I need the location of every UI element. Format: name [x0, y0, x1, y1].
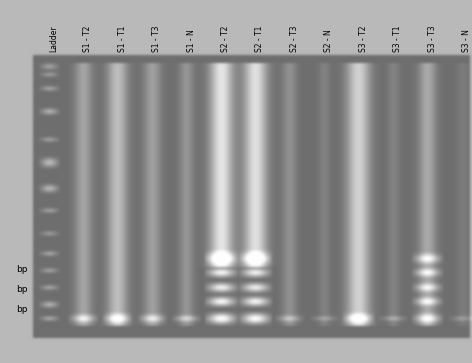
Text: bp: bp: [17, 306, 28, 314]
Text: S3 - T3: S3 - T3: [428, 25, 437, 52]
Text: S1 - N: S1 - N: [186, 29, 196, 52]
Text: bp: bp: [17, 265, 28, 274]
Text: S3 - N: S3 - N: [462, 29, 471, 52]
Text: S2 - N: S2 - N: [324, 29, 333, 52]
Text: S3 - T1: S3 - T1: [393, 25, 402, 52]
Text: S2 - T1: S2 - T1: [255, 26, 264, 52]
Text: Ladder: Ladder: [49, 25, 58, 52]
Text: S2 - T2: S2 - T2: [221, 26, 230, 52]
Text: S1 - T3: S1 - T3: [152, 25, 161, 52]
Text: S1 - T2: S1 - T2: [84, 26, 93, 52]
Text: S1 - T1: S1 - T1: [118, 26, 127, 52]
Text: S2 - T3: S2 - T3: [290, 25, 299, 52]
Text: S3 - T2: S3 - T2: [359, 25, 368, 52]
Text: bp: bp: [17, 286, 28, 294]
